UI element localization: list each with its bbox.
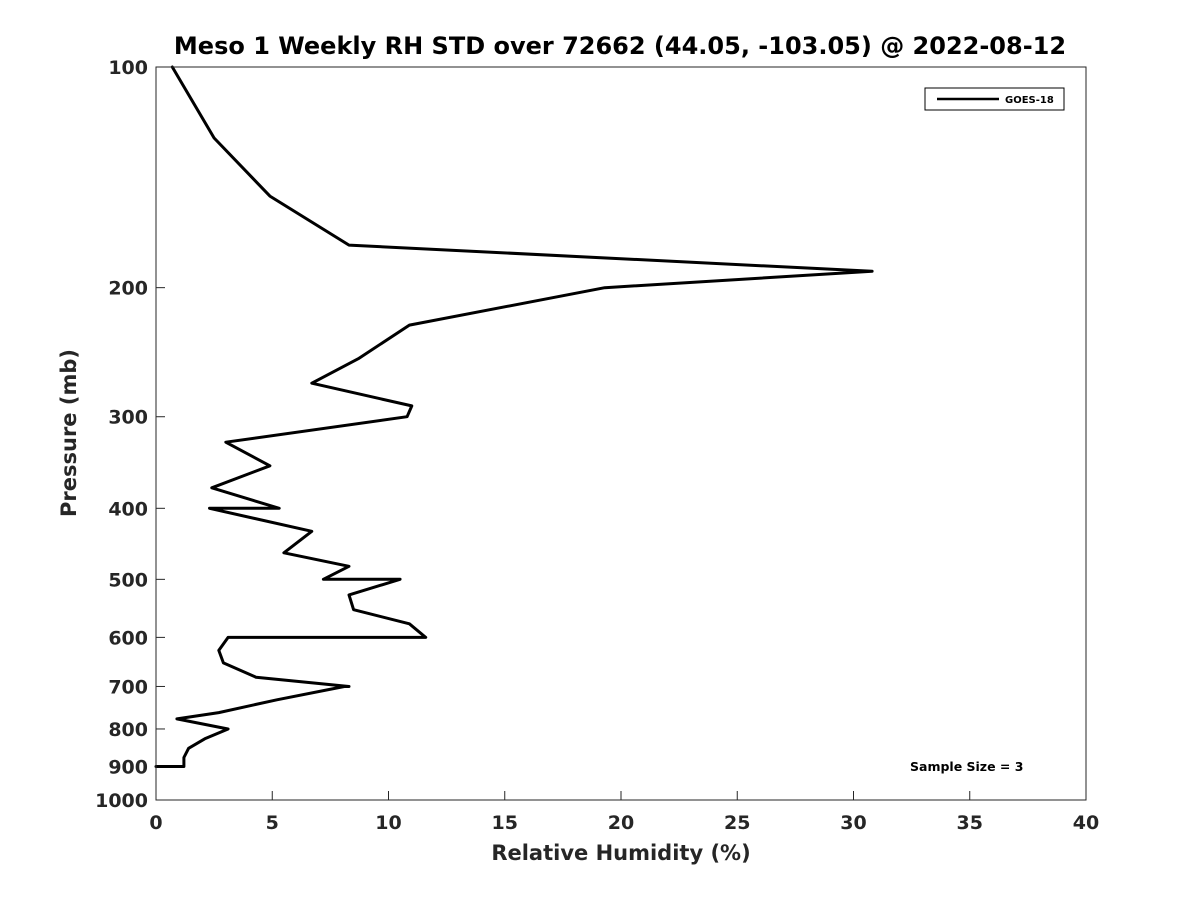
x-tick-label: 40 — [1073, 812, 1099, 834]
y-tick-label: 400 — [108, 498, 148, 520]
legend-label: GOES-18 — [1005, 95, 1054, 106]
x-tick-label: 15 — [492, 812, 518, 834]
y-tick-label: 300 — [108, 407, 148, 429]
y-axis: 100 200 300 400 500 600 700 800 900 1000 — [95, 57, 165, 812]
chart-title: Meso 1 Weekly RH STD over 72662 (44.05, … — [174, 32, 1066, 60]
x-tick-label: 0 — [149, 812, 162, 834]
legend: GOES-18 — [924, 87, 1065, 111]
x-tick-label: 5 — [266, 812, 279, 834]
x-tick-label: 30 — [840, 812, 866, 834]
sample-size-annotation: Sample Size = 3 — [910, 759, 1023, 774]
y-axis-label: Pressure (mb) — [57, 349, 81, 517]
plot-area — [156, 67, 1086, 800]
x-axis: 0 5 10 15 20 25 30 35 40 — [149, 791, 1099, 834]
y-tick-label: 700 — [108, 676, 148, 698]
series-layer — [154, 65, 874, 768]
y-tick-label: 800 — [108, 719, 148, 741]
y-tick-label: 600 — [108, 627, 148, 649]
x-tick-label: 35 — [957, 812, 983, 834]
y-tick-label: 900 — [108, 756, 148, 778]
x-axis-label: Relative Humidity (%) — [491, 841, 750, 865]
x-tick-label: 25 — [724, 812, 750, 834]
y-tick-label: 100 — [108, 57, 148, 79]
series-line-0 — [154, 65, 874, 768]
y-tick-label: 1000 — [95, 790, 148, 812]
y-tick-label: 200 — [108, 278, 148, 300]
y-tick-label: 500 — [108, 569, 148, 591]
x-tick-label: 20 — [608, 812, 634, 834]
x-tick-label: 10 — [375, 812, 401, 834]
plot-frame — [155, 66, 1087, 801]
